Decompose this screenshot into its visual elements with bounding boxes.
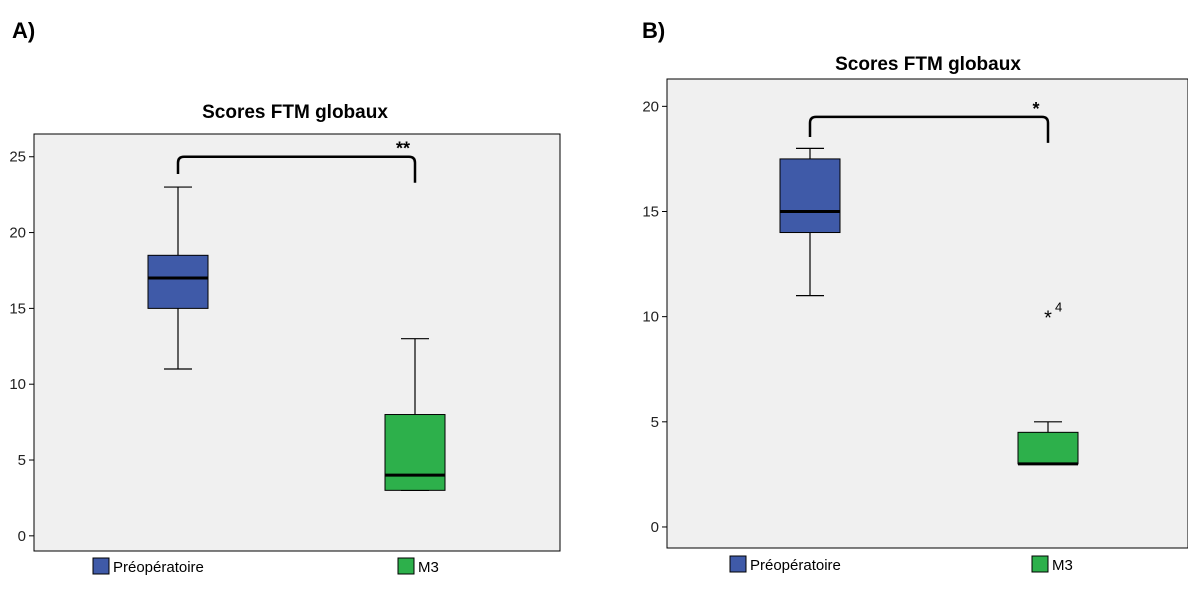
chart-title: Scores FTM globaux — [202, 102, 388, 123]
y-tick-label: 5 — [18, 452, 26, 469]
chart-title: Scores FTM globaux — [835, 54, 1021, 75]
y-tick-label: 15 — [642, 203, 659, 220]
chart-panel-a: A) Scores FTM globaux 0 5 10 15 20 25 ** Préopéra… — [9, 18, 561, 576]
y-tick-label: 10 — [642, 309, 659, 326]
box-0 — [779, 147, 841, 297]
y-tick-label: 0 — [651, 519, 659, 536]
y-tick-label: 25 — [9, 149, 26, 166]
panel-label: B) — [642, 18, 665, 43]
y-tick-label: 10 — [9, 376, 26, 393]
box-iqr — [779, 158, 841, 234]
chart-panel-b: B)Scores FTM globaux05101520*4*Préopérat… — [642, 18, 1188, 574]
y-tick-label: 20 — [642, 98, 659, 115]
legend-label: M3 — [1052, 557, 1073, 574]
outlier-id: 4 — [1055, 300, 1062, 315]
box-1: *4 — [1017, 300, 1079, 466]
legend-label: Préopératoire — [750, 557, 841, 574]
box-iqr — [384, 414, 446, 491]
plot-area — [666, 78, 1188, 549]
plot-area — [33, 133, 561, 552]
y-tick-label: 20 — [9, 225, 26, 242]
legend-label: Préopératoire — [113, 559, 204, 576]
significance-label: * — [1032, 99, 1039, 119]
panel-label: A) — [12, 18, 35, 43]
legend-swatch — [397, 557, 415, 575]
box-iqr — [1017, 431, 1079, 465]
legend-swatch — [1031, 555, 1049, 573]
significance-label: ** — [396, 139, 410, 159]
y-tick-label: 15 — [9, 300, 26, 317]
outlier-marker: * — [1044, 308, 1052, 330]
box-0 — [147, 186, 209, 370]
y-tick-label: 5 — [651, 414, 659, 431]
y-tick-label: 0 — [18, 528, 26, 545]
legend-swatch — [92, 557, 110, 575]
legend-swatch — [729, 555, 747, 573]
legend-label: M3 — [418, 559, 439, 576]
box-1 — [384, 338, 446, 491]
significance-bracket — [176, 155, 417, 183]
box-iqr — [147, 254, 209, 309]
significance-bracket — [808, 115, 1050, 143]
